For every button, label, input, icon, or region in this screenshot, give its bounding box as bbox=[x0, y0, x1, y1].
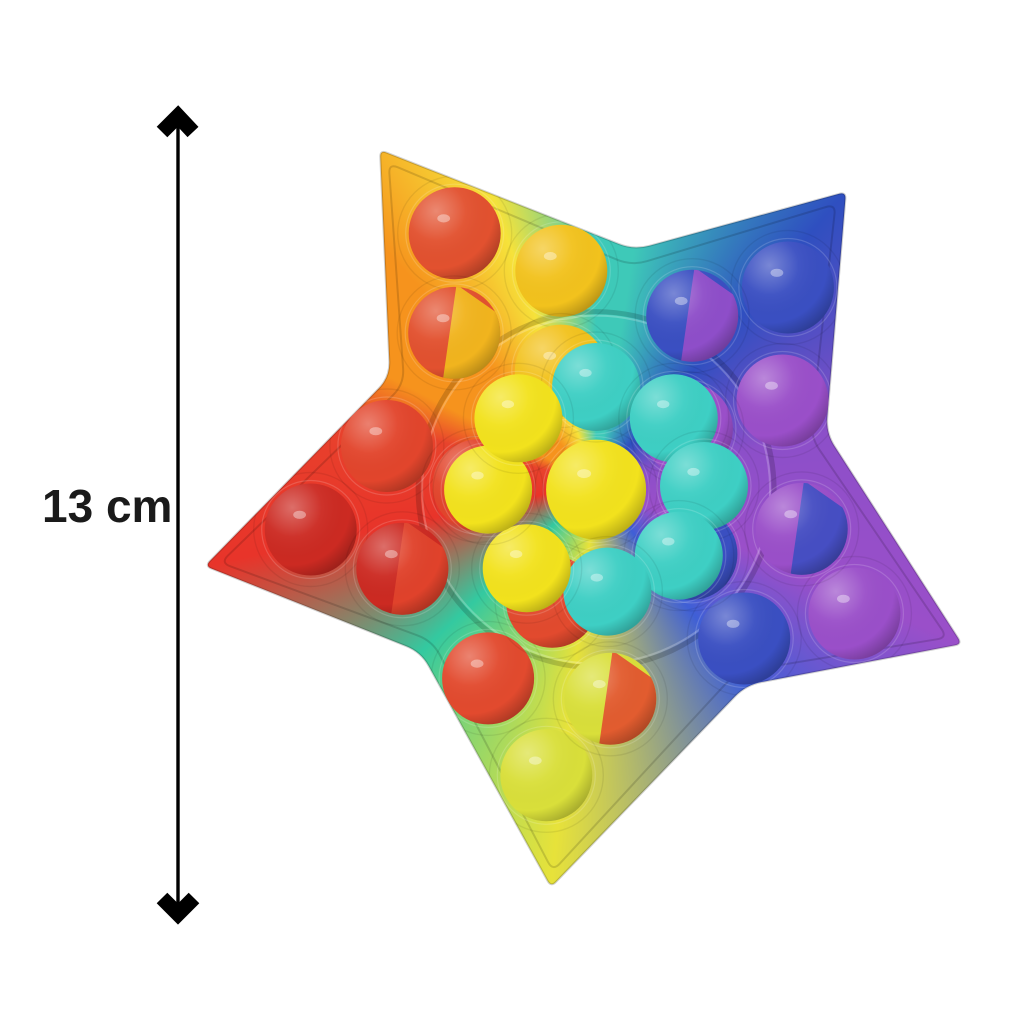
svg-text:13 cm: 13 cm bbox=[42, 480, 172, 532]
